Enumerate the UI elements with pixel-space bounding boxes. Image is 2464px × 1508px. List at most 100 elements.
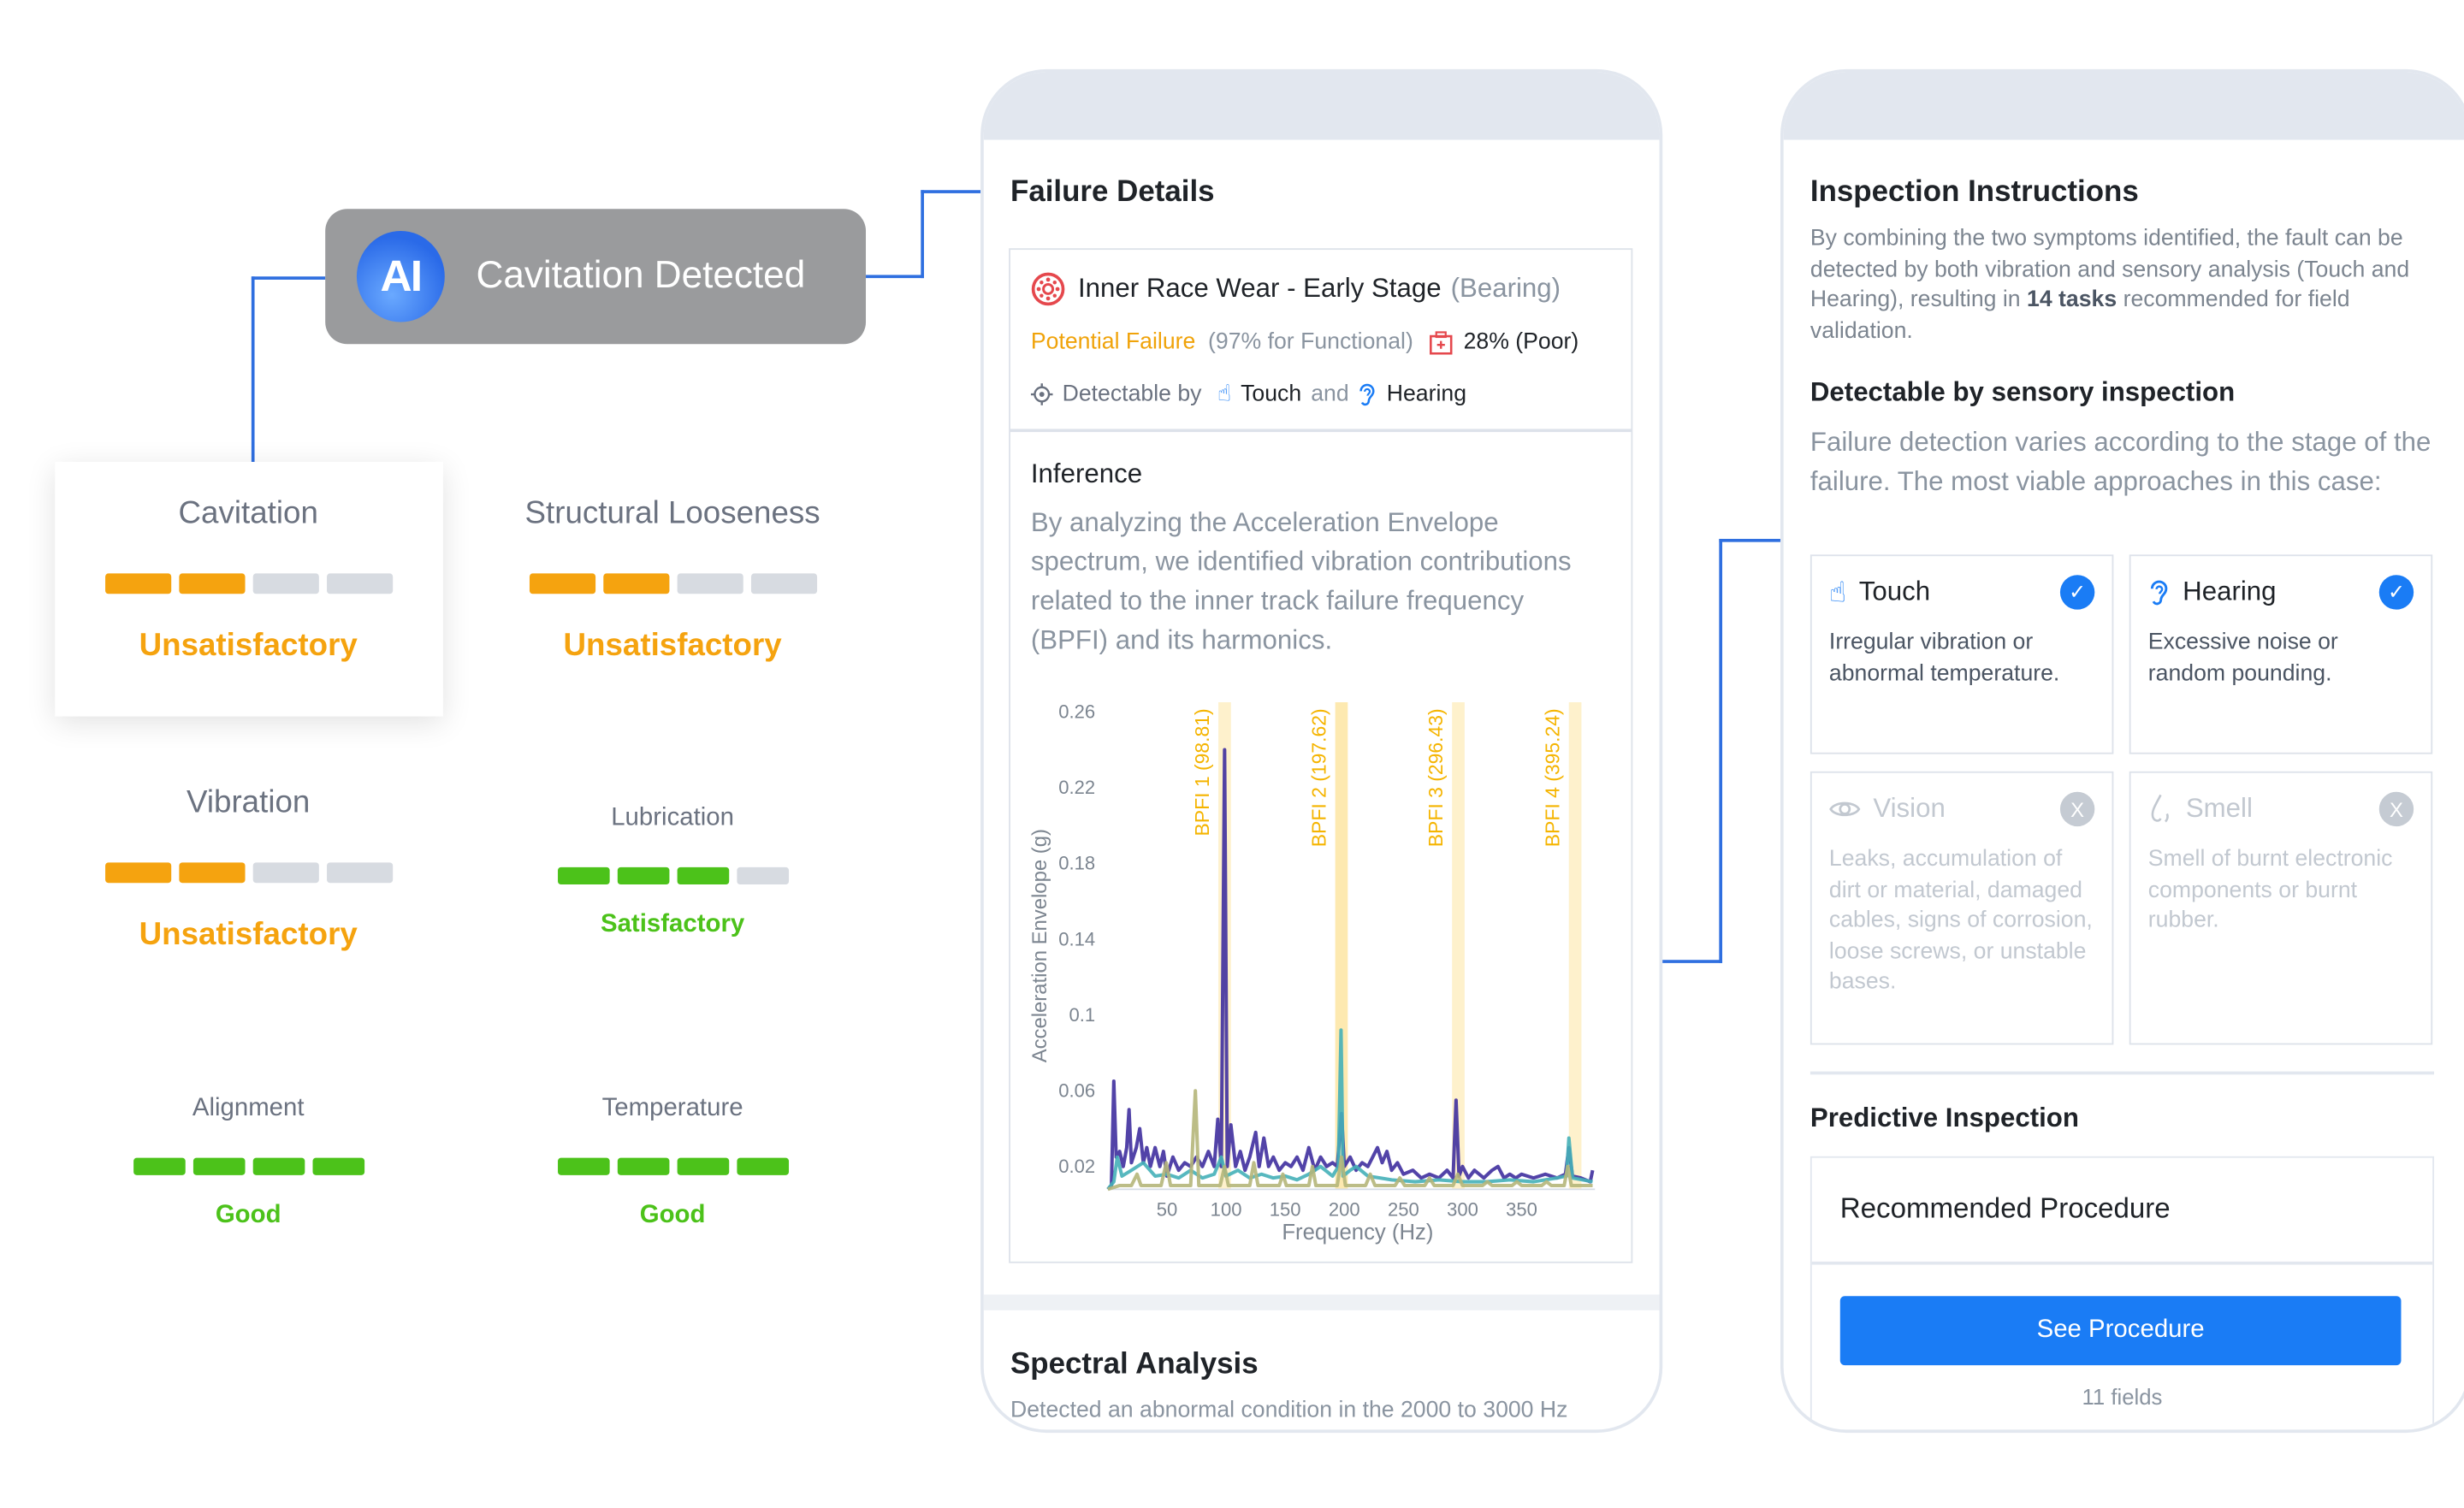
inspection-intro: By combining the two symptoms identified… (1810, 225, 2431, 347)
connector-line (251, 276, 326, 280)
connector-line (1719, 538, 1780, 542)
connector-line (921, 190, 981, 193)
cross-icon[interactable]: X (2378, 791, 2414, 827)
connector-line (251, 276, 255, 462)
metric-status: Unsatisfactory (563, 628, 782, 664)
level-segment (252, 1157, 305, 1175)
sense-touch: Touch (1241, 381, 1302, 407)
connector-line (1661, 960, 1723, 963)
fault-title-row: Inner Race Wear - Early Stage (Bearing) (1031, 272, 1561, 306)
health-kit-icon (1430, 331, 1454, 355)
metric-cavitation[interactable]: Cavitation Unsatisfactory (44, 496, 453, 665)
fault-title: Inner Race Wear - Early Stage (1077, 273, 1442, 304)
eye-icon (1829, 798, 1861, 820)
y-tick-label: 0.26 (1058, 701, 1095, 722)
x-tick-label: 100 (1211, 1199, 1242, 1221)
level-segment (104, 862, 171, 884)
metric-name: Cavitation (178, 496, 318, 531)
cross-icon[interactable]: X (2059, 791, 2095, 827)
x-tick-label: 350 (1506, 1199, 1537, 1221)
hand-pointer-icon: ☝ (1828, 576, 1847, 607)
metric-level-bar (468, 1157, 877, 1175)
metric-structural-looseness[interactable]: Structural Looseness Unsatisfactory (468, 496, 877, 665)
spectral-analysis-text: Detected an abnormal condition in the 20… (1010, 1398, 1568, 1424)
inspection-panel: Inspection Instructions By combining the… (1780, 68, 2464, 1434)
metric-level-bar (468, 573, 877, 594)
spectrum-series-1 (1106, 748, 1595, 1191)
check-icon[interactable]: ✓ (2378, 575, 2414, 610)
and-label: and (1311, 381, 1349, 407)
ai-logo: AI (356, 230, 445, 322)
failure-status-row: Potential Failure (97% for Functional) 2… (1031, 330, 1578, 355)
level-segment (311, 1157, 364, 1175)
bpfi-band (1568, 702, 1582, 1190)
functional-probability: (97% for Functional) (1208, 329, 1413, 356)
metric-vibration[interactable]: Vibration Unsatisfactory (44, 785, 453, 954)
sense-description: Smell of burnt electronic components or … (2147, 846, 2393, 933)
level-segment (104, 573, 171, 594)
panel-top-bar (983, 72, 1660, 140)
metric-status: Satisfactory (600, 911, 745, 938)
fault-card: Inner Race Wear - Early Stage (Bearing) … (1009, 248, 1633, 1263)
health-score: 28% (Poor) (1463, 329, 1579, 356)
sense-card-vision[interactable]: Vision X Leaks, accumulation of dirt or … (1810, 771, 2114, 1045)
target-icon (1030, 383, 1053, 405)
y-tick-label: 0.18 (1058, 853, 1095, 874)
divider (1010, 429, 1632, 432)
metric-temperature[interactable]: Temperature Good (468, 1095, 877, 1230)
detectable-row: Detectable by ☝ Touch and Hearing (1030, 381, 1467, 407)
task-count: 14 tasks (2027, 287, 2118, 313)
metric-alignment[interactable]: Alignment Good (44, 1095, 453, 1230)
level-segment (529, 573, 595, 594)
bpfi-band (1335, 702, 1348, 1190)
inference-heading: Inference (1030, 458, 1143, 489)
level-segment (616, 1157, 669, 1175)
section-separator (983, 1294, 1660, 1310)
metric-status: Unsatisfactory (139, 628, 358, 664)
failure-details-heading: Failure Details (1010, 175, 1215, 210)
level-segment (676, 866, 729, 885)
sense-hearing: Hearing (1386, 381, 1467, 407)
bpfi-band (1452, 702, 1465, 1190)
potential-failure-label: Potential Failure (1030, 329, 1196, 356)
level-segment (252, 573, 318, 594)
x-tick-label: 300 (1447, 1199, 1478, 1221)
metric-name: Lubrication (611, 804, 734, 831)
sense-name: Smell (2185, 793, 2253, 824)
metric-status: Good (215, 1202, 281, 1229)
y-tick-label: 0.1 (1069, 1004, 1096, 1026)
spectrum-series-3 (1107, 1089, 1593, 1192)
metric-name: Structural Looseness (524, 496, 820, 531)
metric-status: Unsatisfactory (139, 917, 358, 953)
hand-pointer-icon: ☝ (1217, 381, 1232, 407)
y-axis-label: Acceleration Envelope (g) (1028, 829, 1051, 1062)
nose-icon (2148, 794, 2173, 825)
see-procedure-button[interactable]: See Procedure (1839, 1296, 2402, 1366)
procedure-title: Recommended Procedure (1839, 1192, 2171, 1224)
sense-card-touch[interactable]: ☝ Touch ✓ Irregular vibration or abnorma… (1810, 554, 2114, 754)
sense-card-hearing[interactable]: Hearing ✓ Excessive noise or random poun… (2129, 554, 2433, 754)
failure-details-panel: Failure Details Inner Race Wear - Early … (980, 68, 1663, 1434)
ai-detection-node[interactable]: AI Cavitation Detected (325, 209, 867, 345)
metric-level-bar (468, 866, 877, 885)
level-segment (178, 862, 245, 884)
spectral-analysis-heading: Spectral Analysis (1010, 1347, 1259, 1381)
level-segment (750, 573, 817, 594)
level-segment (557, 866, 609, 885)
level-segment (736, 1157, 789, 1175)
sense-card-smell[interactable]: Smell X Smell of burnt electronic compon… (2129, 771, 2433, 1045)
bearing-icon (1031, 272, 1065, 306)
sense-description: Irregular vibration or abnormal temperat… (1828, 630, 2060, 686)
panel-top-bar (1783, 72, 2464, 140)
divider (1811, 1261, 2433, 1264)
bpfi-band-label: BPFI 1 (98.81) (1191, 708, 1213, 836)
level-segment (133, 1157, 185, 1175)
level-segment (557, 1157, 609, 1175)
inspection-heading: Inspection Instructions (1810, 175, 2139, 210)
metric-lubrication[interactable]: Lubrication Satisfactory (468, 804, 877, 939)
level-segment (616, 866, 669, 885)
check-icon[interactable]: ✓ (2059, 575, 2095, 610)
connector-line (866, 275, 924, 279)
level-segment (326, 862, 393, 884)
metric-level-bar (44, 1157, 453, 1175)
